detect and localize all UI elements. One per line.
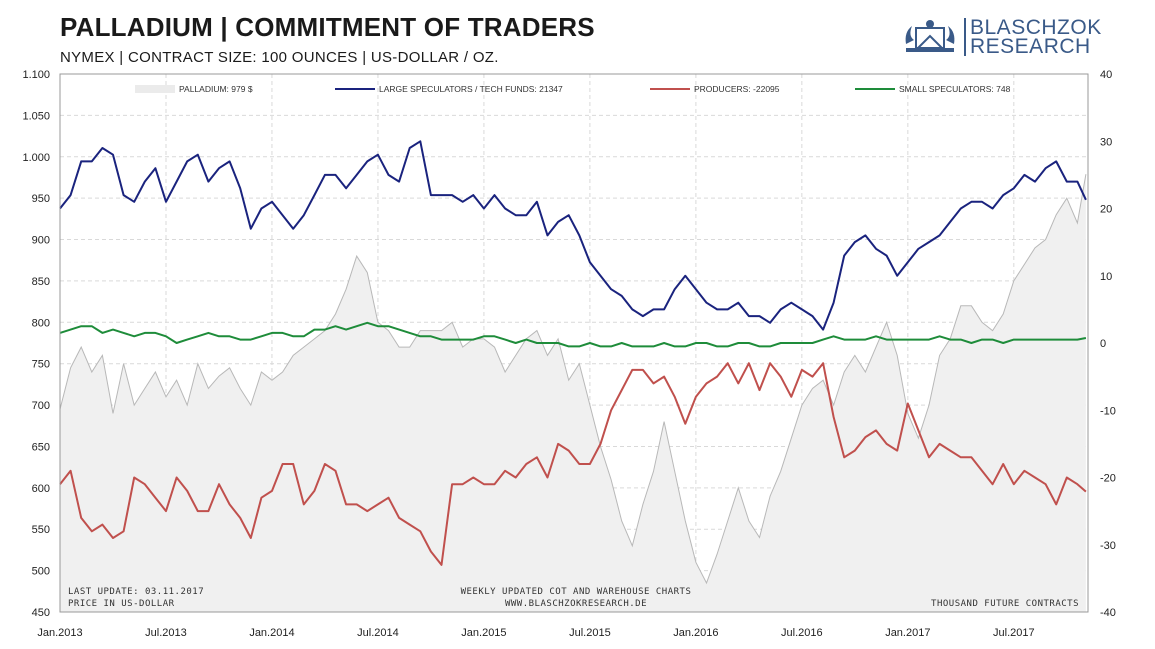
- y-right-tick-label: 30: [1100, 136, 1112, 148]
- palladium-area-outline: [59, 174, 1087, 585]
- logo-divider: [964, 18, 966, 56]
- y-right-tick-label: -40: [1100, 607, 1116, 619]
- series-line-1: [59, 140, 1087, 331]
- plot-frame: [59, 73, 1089, 613]
- y-left-tick-label: 650: [32, 441, 50, 453]
- x-axis: Jan.2013 Jul.2013 Jan.2014 Jul.2014 Jan.2015…: [37, 627, 1034, 639]
- logo-emblem-icon: [905, 20, 955, 52]
- x-tick-label: Jan.2014: [249, 627, 294, 639]
- y-right-tick-label: 40: [1100, 69, 1112, 81]
- y-left-tick-label: 950: [32, 193, 50, 205]
- logo-line2: RESEARCH: [970, 35, 1091, 58]
- footer-weekly-note: WEEKLY UPDATED COT AND WAREHOUSE CHARTS: [461, 587, 692, 597]
- y-left-tick-label: 750: [32, 359, 50, 371]
- y-right-tick-label: 10: [1100, 271, 1112, 283]
- logo-text: BLASCHZOK RESEARCH: [970, 16, 1102, 58]
- y-left-tick-label: 600: [32, 483, 50, 495]
- footer-last-update: LAST UPDATE: 03.11.2017: [68, 587, 204, 597]
- y-left-tick-label: 800: [32, 317, 50, 329]
- y-left-tick-label: 700: [32, 400, 50, 412]
- y-right-tick-label: -20: [1100, 473, 1116, 485]
- x-tick-label: Jan.2016: [673, 627, 718, 639]
- y-left-tick-label: 850: [32, 276, 50, 288]
- y-left-tick-label: 500: [32, 566, 50, 578]
- legend-swatch: [135, 85, 175, 93]
- y-axis-left: 1.100 1.050 1.000 950 900 850 800 750 700 650 600 5…: [22, 69, 50, 619]
- y-right-tick-label: -10: [1100, 405, 1116, 417]
- position-lines: [59, 140, 1087, 566]
- palladium-price-area: [59, 174, 1087, 612]
- x-tick-label: Jul.2014: [357, 627, 399, 639]
- footer-website: WWW.BLASCHZOKRESEARCH.DE: [505, 599, 647, 609]
- footer-price-unit: PRICE IN US-DOLLAR: [68, 599, 175, 609]
- x-tick-label: Jan.2013: [37, 627, 82, 639]
- page-subtitle: NYMEX | CONTRACT SIZE: 100 OUNCES | US-D…: [60, 49, 499, 66]
- footer-contract-unit: THOUSAND FUTURE CONTRACTS: [931, 599, 1079, 609]
- y-left-tick-label: 1.000: [22, 152, 50, 164]
- y-right-tick-label: 20: [1100, 204, 1112, 216]
- y-left-tick-label: 1.100: [22, 69, 50, 81]
- x-tick-label: Jan.2017: [885, 627, 930, 639]
- x-tick-label: Jul.2015: [569, 627, 611, 639]
- page-title: PALLADIUM | COMMITMENT OF TRADERS: [60, 12, 595, 42]
- logo-line1: BLASCHZOK: [970, 16, 1102, 39]
- legend-label: PRODUCERS: -22095: [694, 84, 780, 94]
- x-tick-label: Jul.2017: [993, 627, 1035, 639]
- series-line-2: [59, 362, 1087, 566]
- brand-logo: BLASCHZOK RESEARCH: [900, 14, 1102, 62]
- legend-label: LARGE SPECULATORS / TECH FUNDS: 21347: [379, 84, 563, 94]
- legend-label: SMALL SPECULATORS: 748: [899, 84, 1011, 94]
- legend-label: PALLADIUM: 979 $: [179, 84, 253, 94]
- palladium-area-fill: [60, 174, 1086, 612]
- y-left-tick-label: 550: [32, 524, 50, 536]
- y-axis-right: 40 30 20 10 0 -10 -20 -30 -40: [1100, 69, 1116, 619]
- x-tick-label: Jan.2015: [461, 627, 506, 639]
- x-tick-label: Jul.2013: [145, 627, 187, 639]
- y-left-tick-label: 1.050: [22, 110, 50, 122]
- y-left-tick-label: 900: [32, 235, 50, 247]
- chart-legend: PALLADIUM: 979 $ LARGE SPECULATORS / TECH…: [135, 84, 1011, 94]
- x-tick-label: Jul.2016: [781, 627, 823, 639]
- y-right-tick-label: 0: [1100, 338, 1106, 350]
- y-right-tick-label: -30: [1100, 540, 1116, 552]
- y-left-tick-label: 450: [32, 607, 50, 619]
- series-line-3: [59, 321, 1087, 348]
